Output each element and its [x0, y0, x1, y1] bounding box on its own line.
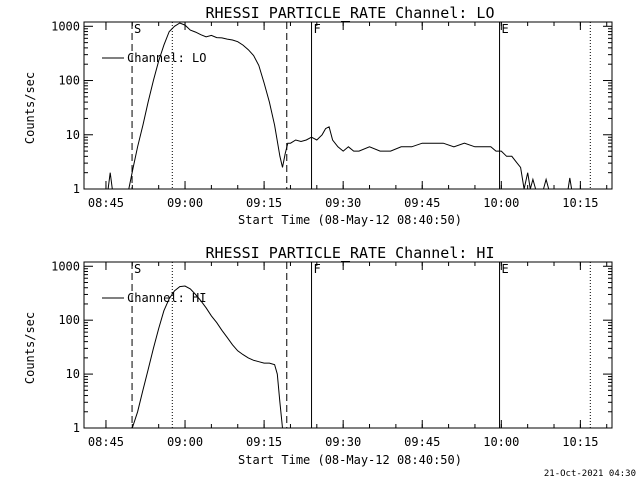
lo-y-axis-label: Counts/sec: [23, 72, 37, 144]
lo-x-tick-label: 09:30: [325, 196, 361, 210]
lo-y-tick-label: 1: [73, 182, 80, 196]
lo-marker-label: S: [134, 22, 141, 36]
hi-y-axis-label: Counts/sec: [23, 312, 37, 384]
lo-x-tick-label: 10:15: [562, 196, 598, 210]
hi-x-tick-label: 09:30: [325, 435, 361, 449]
hi-marker-label: F: [314, 262, 321, 276]
lo-x-tick-label: 09:15: [246, 196, 282, 210]
hi-y-tick-label: 10: [66, 367, 80, 381]
hi-x-tick-label: 09:00: [167, 435, 203, 449]
hi-x-axis-label: Start Time (08-May-12 08:40:50): [238, 453, 462, 467]
hi-y-tick-label: 100: [58, 313, 80, 327]
hi-x-tick-label: 09:45: [404, 435, 440, 449]
generation-timestamp: 21-Oct-2021 04:30: [544, 469, 636, 479]
lo-x-axis-label: Start Time (08-May-12 08:40:50): [238, 213, 462, 227]
hi-marker-label: E: [502, 262, 509, 276]
lo-y-tick-label: 10: [66, 128, 80, 142]
lo-x-tick-label: 08:45: [88, 196, 124, 210]
lo-marker-label: F: [314, 22, 321, 36]
hi-x-tick-label: 10:15: [562, 435, 598, 449]
hi-y-tick-label: 1: [73, 421, 80, 435]
lo-x-tick-label: 09:00: [167, 196, 203, 210]
hi-legend-label: Channel: HI: [127, 291, 206, 305]
lo-chart-title: RHESSI PARTICLE_RATE Channel: LO: [206, 4, 495, 22]
lo-x-tick-label: 10:00: [483, 196, 519, 210]
lo-y-tick-label: 1000: [51, 19, 80, 33]
hi-x-tick-label: 10:00: [483, 435, 519, 449]
lo-legend-label: Channel: LO: [127, 51, 206, 65]
hi-plot-frame: [84, 262, 612, 428]
hi-y-tick-label: 1000: [51, 259, 80, 273]
lo-marker-label: E: [502, 22, 509, 36]
lo-y-tick-label: 100: [58, 74, 80, 88]
hi-plot-area: 08:45 09:00 09:15 09:30 09:45 10:00 10:15 1 10 10…: [51, 259, 612, 449]
hi-channel-panel: RHESSI PARTICLE_RATE Channel: HI Start T…: [23, 244, 612, 467]
hi-x-tick-label: 08:45: [88, 435, 124, 449]
hi-x-tick-label: 09:15: [246, 435, 282, 449]
hi-series-line: [132, 286, 282, 428]
lo-x-tick-label: 09:45: [404, 196, 440, 210]
lo-series-line: [108, 23, 571, 189]
hi-chart-title: RHESSI PARTICLE_RATE Channel: HI: [206, 244, 495, 262]
lo-plot-area: 08:45 09:00 09:15 09:30 09:45 10:00 10:15 1 10 10…: [51, 19, 612, 210]
hi-marker-label: S: [134, 262, 141, 276]
lo-channel-panel: RHESSI PARTICLE_RATE Channel: LO Start T…: [23, 4, 612, 227]
